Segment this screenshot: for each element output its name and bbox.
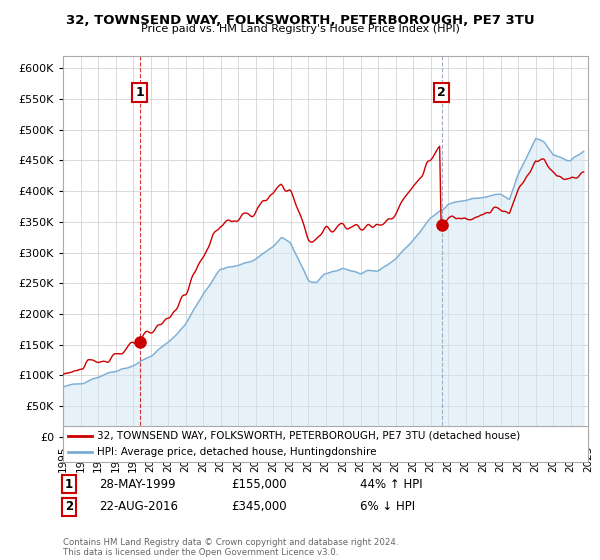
Text: £155,000: £155,000 <box>231 478 287 491</box>
Text: 6% ↓ HPI: 6% ↓ HPI <box>360 500 415 514</box>
Text: 2: 2 <box>437 86 446 99</box>
Text: 32, TOWNSEND WAY, FOLKSWORTH, PETERBOROUGH, PE7 3TU (detached house): 32, TOWNSEND WAY, FOLKSWORTH, PETERBOROU… <box>97 431 520 441</box>
Text: Price paid vs. HM Land Registry's House Price Index (HPI): Price paid vs. HM Land Registry's House … <box>140 24 460 34</box>
Text: £345,000: £345,000 <box>231 500 287 514</box>
Text: 1: 1 <box>135 86 144 99</box>
Text: HPI: Average price, detached house, Huntingdonshire: HPI: Average price, detached house, Hunt… <box>97 447 377 457</box>
Text: 32, TOWNSEND WAY, FOLKSWORTH, PETERBOROUGH, PE7 3TU: 32, TOWNSEND WAY, FOLKSWORTH, PETERBOROU… <box>65 14 535 27</box>
Text: Contains HM Land Registry data © Crown copyright and database right 2024.
This d: Contains HM Land Registry data © Crown c… <box>63 538 398 557</box>
Text: 28-MAY-1999: 28-MAY-1999 <box>99 478 176 491</box>
Text: 22-AUG-2016: 22-AUG-2016 <box>99 500 178 514</box>
Text: 2: 2 <box>65 500 73 514</box>
Text: 44% ↑ HPI: 44% ↑ HPI <box>360 478 422 491</box>
Text: 1: 1 <box>65 478 73 491</box>
